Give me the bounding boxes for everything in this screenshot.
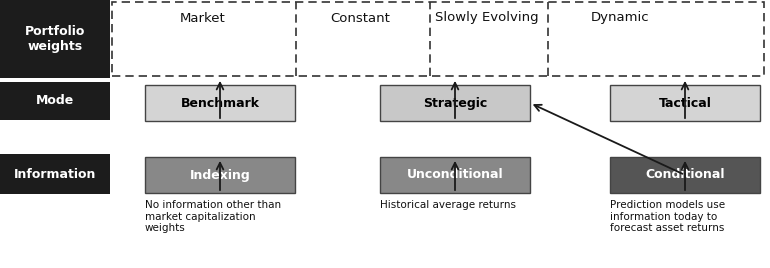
Text: Market: Market xyxy=(180,12,226,24)
FancyBboxPatch shape xyxy=(0,0,110,78)
FancyBboxPatch shape xyxy=(610,85,760,121)
Text: Indexing: Indexing xyxy=(189,169,250,181)
Text: No information other than
market capitalization
weights: No information other than market capital… xyxy=(145,200,281,233)
Text: Dynamic: Dynamic xyxy=(591,12,649,24)
FancyBboxPatch shape xyxy=(145,85,295,121)
Text: Strategic: Strategic xyxy=(423,96,487,110)
Text: Conditional: Conditional xyxy=(645,169,725,181)
FancyBboxPatch shape xyxy=(145,157,295,193)
FancyBboxPatch shape xyxy=(380,157,530,193)
FancyBboxPatch shape xyxy=(610,157,760,193)
Text: Benchmark: Benchmark xyxy=(180,96,259,110)
Text: Prediction models use
information today to
forecast asset returns: Prediction models use information today … xyxy=(610,200,725,233)
Text: Tactical: Tactical xyxy=(658,96,711,110)
FancyBboxPatch shape xyxy=(380,85,530,121)
FancyBboxPatch shape xyxy=(0,82,110,120)
Text: Unconditional: Unconditional xyxy=(407,169,504,181)
Text: Slowly Evolving: Slowly Evolving xyxy=(435,12,539,24)
Text: Mode: Mode xyxy=(36,95,74,107)
FancyBboxPatch shape xyxy=(0,154,110,194)
Text: Historical average returns: Historical average returns xyxy=(380,200,516,210)
Text: Information: Information xyxy=(14,168,96,181)
Text: Portfolio
weights: Portfolio weights xyxy=(25,25,85,53)
Text: Constant: Constant xyxy=(330,12,390,24)
